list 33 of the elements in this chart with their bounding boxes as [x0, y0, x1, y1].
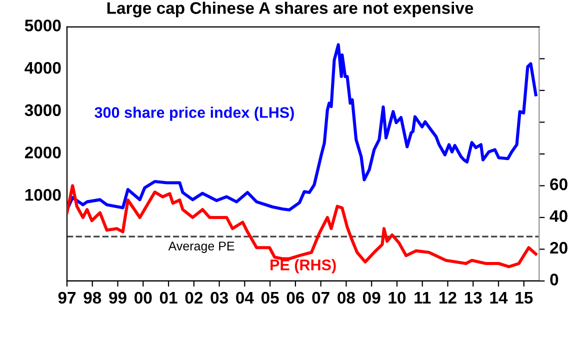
- y-tick-label: 4000: [24, 62, 61, 74]
- x-tick-label: 13: [464, 292, 482, 304]
- x-tick-label: 12: [440, 292, 456, 304]
- x-tick-label: 97: [58, 292, 76, 304]
- x-tick-label: 07: [312, 292, 330, 304]
- x-tick-label: 99: [109, 292, 126, 304]
- x-tick-label: 05: [261, 292, 279, 304]
- y-tick-label: 3000: [24, 104, 61, 116]
- ref-line-label: Average PE: [168, 242, 234, 253]
- y2-tick-label: 0: [550, 274, 558, 286]
- line-series: [66, 43, 538, 212]
- text: 300 share price index (LHS): [94, 106, 294, 121]
- x-tick-label: 15: [516, 292, 533, 304]
- x-tick-label: 10: [388, 292, 406, 304]
- x-tick-label: 14: [490, 292, 508, 304]
- y-tick-label: 5000: [24, 20, 61, 32]
- y2-tick-label: 20: [550, 242, 568, 254]
- x-tick-label: 02: [185, 292, 203, 304]
- series-label: PE (RHS): [270, 259, 336, 274]
- x-tick-label: 98: [84, 292, 102, 304]
- x-tick-label: 09: [362, 292, 380, 304]
- x-tick-label: 06: [286, 292, 304, 304]
- y-tick-label: 2000: [24, 146, 61, 158]
- y2-tick-label: 60: [550, 178, 568, 190]
- y2-tick-label: 40: [550, 210, 568, 222]
- x-tick-label: 04: [236, 292, 254, 304]
- x-tick-label: 01: [160, 292, 178, 304]
- x-tick-label: 03: [210, 292, 228, 304]
- x-tick-label: 08: [338, 292, 355, 304]
- y-tick-label: 1000: [25, 188, 61, 201]
- x-tick-label: 11: [414, 292, 431, 304]
- chart-title: Large cap Chinese A shares are not expensive: [107, 2, 474, 18]
- x-tick-label: 00: [134, 292, 152, 304]
